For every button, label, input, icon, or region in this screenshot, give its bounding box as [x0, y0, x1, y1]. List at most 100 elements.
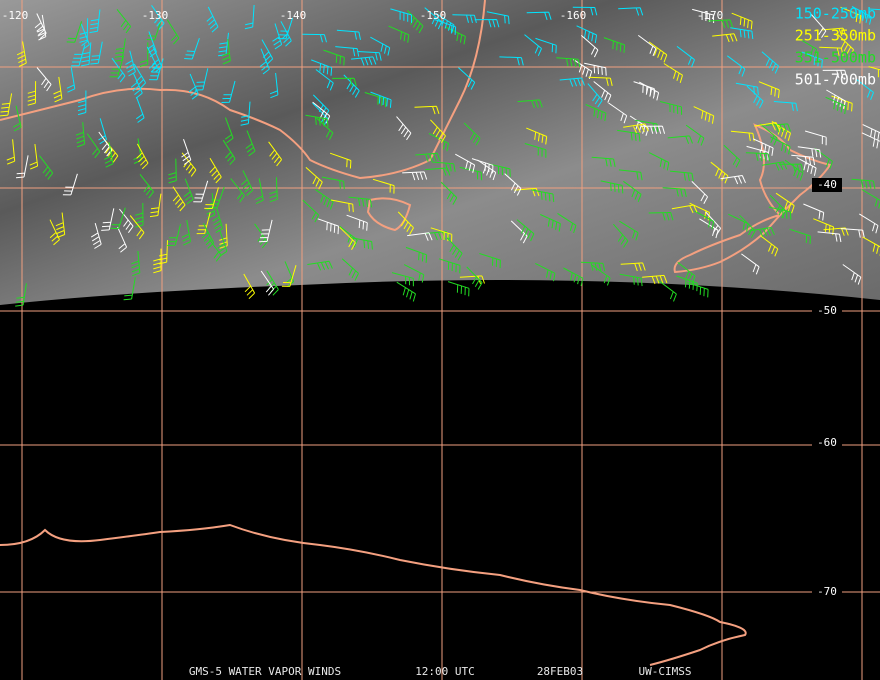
coastline	[0, 0, 486, 180]
wind-barb	[166, 19, 180, 45]
wind-barb	[524, 143, 547, 158]
wind-barb	[603, 37, 626, 53]
wind-barb	[336, 29, 361, 40]
wind-barb	[89, 9, 101, 34]
wind-barb	[791, 154, 816, 166]
wind-barb	[803, 203, 825, 221]
wind-barb	[840, 228, 865, 239]
wind-barb	[685, 124, 705, 146]
wind-barb	[613, 223, 629, 248]
wind-barb	[396, 281, 416, 302]
wind-barb	[822, 69, 848, 79]
wind-barb	[768, 206, 792, 220]
wind-barb	[370, 91, 392, 108]
wind-barb	[745, 152, 771, 162]
wind-barb	[720, 175, 746, 185]
wind-barb	[302, 199, 320, 223]
wind-barb	[196, 212, 211, 235]
wind-barb	[728, 213, 749, 232]
wind-barb	[648, 152, 670, 171]
legend-entry: 150-250mb	[795, 5, 876, 23]
wind-barb	[101, 208, 115, 231]
wind-barb	[535, 262, 556, 282]
wind-barb	[139, 42, 149, 67]
wind-barb	[663, 63, 683, 84]
wind-barb	[510, 220, 528, 244]
wind-barb	[335, 46, 360, 57]
wind-barb	[804, 130, 827, 146]
wind-barb	[305, 167, 323, 190]
wind-barb	[638, 34, 657, 57]
wind-barb	[855, 78, 874, 100]
wind-barb	[731, 12, 753, 30]
wind-barb	[281, 265, 297, 287]
wind-barb	[136, 96, 145, 123]
wind-barb	[136, 143, 149, 170]
wind-barb	[466, 266, 483, 290]
wind-barb	[524, 34, 542, 57]
wind-barb	[90, 222, 102, 249]
wind-barb	[312, 101, 331, 124]
wind-barb	[504, 173, 522, 196]
wind-barb	[587, 83, 603, 108]
wind-barb	[230, 178, 245, 203]
wind-barb	[749, 227, 775, 237]
wind-barb	[396, 116, 412, 141]
wind-barb	[314, 188, 334, 210]
wind-barb	[139, 173, 154, 199]
labels: -120 -130 -140 -150 -160 -170 -40 -50 -60 -70 150-…	[2, 5, 876, 679]
wind-barb	[391, 272, 414, 287]
wind-barb	[694, 210, 715, 230]
wind-barb	[789, 228, 811, 245]
wind-barb	[540, 214, 561, 232]
wind-barb	[723, 144, 741, 168]
wind-barb	[430, 119, 446, 143]
wind-barb	[557, 212, 577, 234]
wind-barb	[217, 230, 228, 257]
footer-text: GMS-5 WATER VAPOR WINDS	[189, 665, 341, 678]
label-background	[812, 304, 842, 318]
water-vapor-image	[0, 0, 880, 305]
wind-barb	[669, 170, 694, 182]
wind-barb	[77, 90, 87, 116]
wind-barb	[311, 59, 333, 76]
latitude-label: -50	[817, 304, 837, 317]
wind-barb	[759, 123, 778, 146]
wind-barb	[181, 219, 191, 246]
wind-barb	[130, 72, 143, 99]
wind-barb	[759, 235, 779, 257]
wind-barb	[329, 152, 352, 169]
wind-barb	[153, 248, 162, 274]
wind-barb	[146, 46, 158, 73]
wind-barb	[608, 102, 628, 124]
wind-barb	[181, 139, 192, 165]
longitude-label: -160	[560, 9, 587, 22]
wind-barb	[819, 46, 844, 57]
wind-barb	[261, 39, 274, 65]
wind-barb	[840, 6, 862, 24]
wind-barb	[254, 223, 268, 249]
coastline	[753, 123, 832, 217]
wind-barb	[268, 141, 283, 167]
wind-barb	[676, 275, 698, 292]
wind-barb	[62, 173, 78, 196]
wind-barb	[710, 161, 729, 184]
wind-barb	[435, 12, 455, 33]
wind-barb	[109, 55, 125, 78]
wind-barb	[837, 34, 855, 57]
wind-barb	[184, 38, 200, 60]
wind-barb	[633, 81, 655, 97]
wind-barb	[34, 13, 47, 39]
wind-barb	[225, 117, 234, 144]
wind-barb	[486, 11, 510, 25]
wind-barb	[158, 240, 168, 265]
wind-barb	[114, 38, 126, 62]
wind-barb	[221, 39, 231, 65]
wind-barb	[851, 5, 872, 25]
wind-barb	[341, 258, 359, 281]
legend-entry: 251-350mb	[795, 27, 876, 45]
wind-barb	[862, 124, 880, 141]
wind-barb	[580, 35, 599, 58]
wind-barb	[201, 223, 215, 249]
